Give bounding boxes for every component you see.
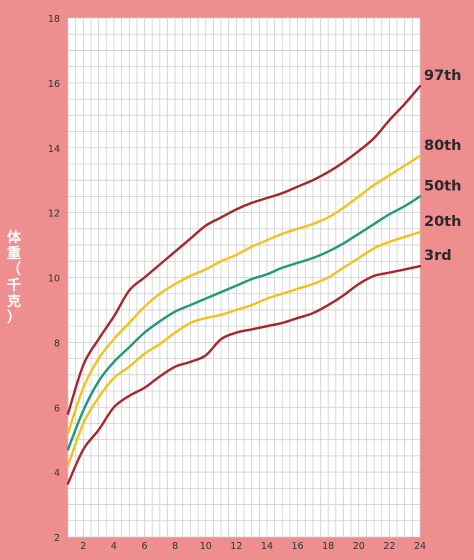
y-axis-label-char: 体 [7,230,21,246]
y-axis-label-char: ） [7,310,21,326]
y-axis-label-char: 重 [7,246,21,262]
series-line-50th [66,195,422,451]
x-tick-label: 14 [261,541,273,552]
y-tick-label: 10 [48,274,60,285]
y-tick-label: 14 [48,144,60,155]
y-tick-label: 2 [54,533,60,544]
y-tick-label: 18 [48,14,60,25]
x-tick-label: 16 [292,541,304,552]
y-axis-label: 体重（千克） [4,230,24,326]
grid-layer [67,17,421,538]
series-line-80th [66,154,422,435]
series-labels: 97th 80th 50th 20th 3rd [424,68,461,264]
x-tick-label: 8 [172,541,178,552]
y-axis-label-char: 千 [7,278,21,294]
series-label-50th: 50th [424,178,461,194]
series-line-20th [66,230,422,467]
x-tick-label: 24 [414,541,426,552]
x-tick-label: 6 [141,541,147,552]
series-label-97th: 97th [424,68,461,84]
series-label-20th: 20th [424,214,461,230]
series-line-97th [66,84,422,415]
x-tick-label: 4 [111,541,117,552]
y-tick-label: 4 [54,468,60,479]
x-tick-label: 18 [322,541,334,552]
y-tick-label: 6 [54,403,60,414]
series-label-3rd: 3rd [424,248,452,264]
x-tick-label: 12 [230,541,242,552]
x-tick-label: 2 [80,541,86,552]
x-tick-label: 22 [383,541,395,552]
y-tick-label: 12 [48,209,60,220]
y-axis-label-char: （ [7,262,21,278]
series-label-80th: 80th [424,138,461,154]
x-tick-label: 10 [200,541,212,552]
y-tick-label: 8 [54,338,60,349]
series-line-3rd [66,264,422,485]
series-layer [66,84,422,485]
y-axis-label-char: 克 [7,294,21,310]
x-tick-label: 20 [353,541,365,552]
y-tick-label: 16 [48,79,60,90]
